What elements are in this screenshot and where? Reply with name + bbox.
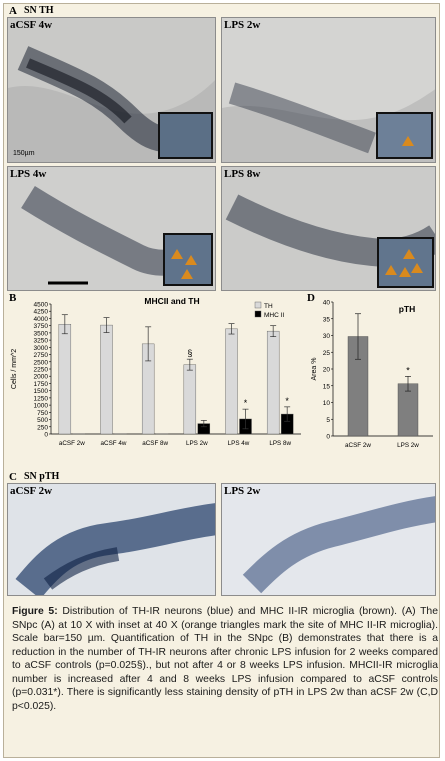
chart-d-ytick: 25 xyxy=(323,350,331,357)
chart-b-legend-swatch xyxy=(254,310,262,318)
label-lps-4w: LPS 4w xyxy=(10,168,47,180)
chart-b-legend-label: MHC II xyxy=(264,312,284,319)
micrograph-lps-4w: LPS 4w xyxy=(7,166,216,291)
chart-b-ytick: 1000 xyxy=(34,403,49,410)
chart-d-xtick: aCSF 2w xyxy=(345,442,371,449)
label-c-acsf-2w: aCSF 2w xyxy=(10,485,53,497)
chart-d-ytick: 15 xyxy=(323,383,331,390)
chart-b-ytick: 2000 xyxy=(34,374,49,381)
chart-d-ytick: 30 xyxy=(323,333,331,340)
chart-b-bar xyxy=(266,330,280,435)
chart-b-ytick: 1750 xyxy=(34,381,49,388)
chart-b-ytick: 3250 xyxy=(34,338,49,345)
panel-a-title: SN TH xyxy=(24,5,54,16)
chart-b-ytick: 4250 xyxy=(34,309,49,316)
chart-b-ytick: 3500 xyxy=(34,330,49,337)
chart-d-bar xyxy=(397,383,419,437)
chart-b-bar xyxy=(225,328,238,435)
micrograph-c-acsf-2w: aCSF 2w xyxy=(7,483,216,596)
chart-b-xtick: aCSF 2w xyxy=(59,440,85,447)
chart-b-ytick: 750 xyxy=(37,410,48,417)
label-acsf-4w: aCSF 4w xyxy=(10,19,53,31)
scale-label: 150µm xyxy=(13,150,35,157)
chart-b-ylabel: Cells / mm^2 xyxy=(11,349,18,389)
chart-b-xtick: LPS 2w xyxy=(186,440,208,447)
micrograph-c-lps-2w: LPS 2w xyxy=(221,483,436,596)
chart-d-ytick: 35 xyxy=(323,316,331,323)
inset-lps-2w xyxy=(376,112,433,159)
chart-b-ytick: 1250 xyxy=(34,395,49,402)
chart-b-annotation: * xyxy=(285,396,289,406)
inset-lps-8w xyxy=(377,237,434,288)
chart-d-ytick: 5 xyxy=(326,417,330,424)
chart-b-annotation: § xyxy=(187,348,192,358)
chart-b-bar xyxy=(183,364,197,435)
chart-b-legend-label: TH xyxy=(264,303,273,310)
caption-text: Distribution of TH-IR neurons (blue) and… xyxy=(12,606,438,712)
chart-b-xtick: aCSF 8w xyxy=(142,440,168,447)
micrograph-lps-2w: LPS 2w xyxy=(221,17,436,163)
panel-a-letter: A xyxy=(9,5,17,17)
inset-lps-4w xyxy=(163,233,213,286)
chart-b-bar xyxy=(58,324,72,435)
panel-c-title: SN pTH xyxy=(24,471,60,482)
chart-d-annotation: * xyxy=(406,365,410,375)
chart-pth: pTH Area % 0 5 10 15 20 25 30 35 40 aCSF 2w LPS 2w * xyxy=(311,300,433,449)
chart-d-ytick: 0 xyxy=(326,434,330,441)
chart-b-ytick: 500 xyxy=(37,417,48,424)
chart-d-ytick: 40 xyxy=(323,300,331,307)
chart-d-ylabel: Area % xyxy=(311,358,318,381)
micrograph-lps-4w-image xyxy=(8,167,215,290)
figure-caption: Figure 5: Distribution of TH-IR neurons … xyxy=(12,605,438,713)
chart-b-ytick: 4500 xyxy=(34,302,49,309)
panel-c-letter: C xyxy=(9,471,17,483)
label-lps-8w: LPS 8w xyxy=(224,168,261,180)
chart-b-bar xyxy=(100,324,113,435)
chart-d-xtick: LPS 2w xyxy=(397,442,419,449)
label-lps-2w: LPS 2w xyxy=(224,19,261,31)
micrograph-c-acsf-2w-image xyxy=(8,484,215,595)
chart-d-ytick: 10 xyxy=(323,400,331,407)
chart-b-legend-swatch xyxy=(254,301,262,309)
chart-b-ytick: 3750 xyxy=(34,323,49,330)
figure-panel: A SN TH aCSF 4w 150µm LPS 2w LPS 4w xyxy=(3,3,440,758)
chart-b-ytick: 1500 xyxy=(34,388,49,395)
chart-b-ytick: 250 xyxy=(37,424,48,431)
micrograph-lps-8w: LPS 8w xyxy=(221,166,436,291)
caption-label: Figure 5: xyxy=(12,606,58,617)
chart-b-ytick: 0 xyxy=(44,432,48,439)
chart-b-ytick: 3000 xyxy=(34,345,49,352)
chart-d-title: pTH xyxy=(399,304,416,314)
panel-b-letter: B xyxy=(9,292,17,304)
micrograph-c-lps-2w-image xyxy=(222,484,435,595)
inset-acsf-4w xyxy=(158,112,213,159)
label-c-lps-2w: LPS 2w xyxy=(224,485,261,497)
chart-b-ytick: 2750 xyxy=(34,352,49,359)
chart-b-xtick: LPS 8w xyxy=(269,440,291,447)
micrograph-acsf-4w: aCSF 4w 150µm xyxy=(7,17,216,163)
chart-b-ytick: 4000 xyxy=(34,316,49,323)
chart-b-title: MHCII and TH xyxy=(144,296,199,306)
chart-b-xtick: aCSF 4w xyxy=(101,440,127,447)
chart-b-ytick: 2500 xyxy=(34,359,49,366)
chart-b-ytick: 2250 xyxy=(34,367,49,374)
chart-mhcii-th: MHCII and TH Cells / mm^2 0250500750100012… xyxy=(11,296,301,447)
chart-b-annotation: * xyxy=(244,398,248,408)
chart-d-ytick: 20 xyxy=(323,367,331,374)
chart-b-xtick: LPS 4w xyxy=(228,440,250,447)
panel-d-letter: D xyxy=(307,292,315,304)
